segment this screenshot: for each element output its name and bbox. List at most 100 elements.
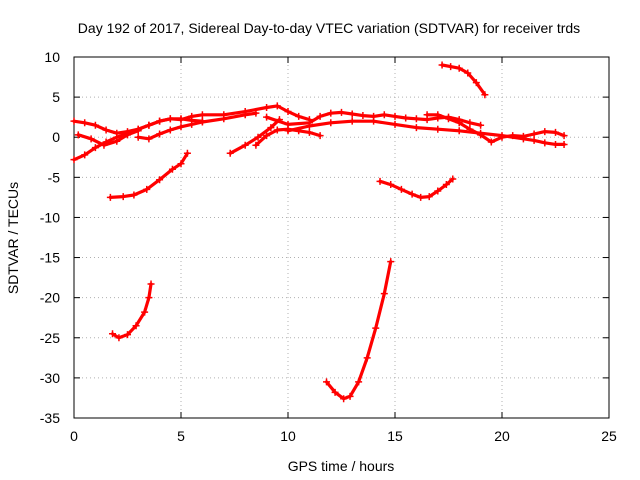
data-point-marker bbox=[487, 138, 495, 146]
data-point-marker bbox=[466, 119, 474, 127]
x-tick-label: 25 bbox=[601, 428, 617, 444]
series-line bbox=[228, 118, 281, 155]
data-point-marker bbox=[183, 149, 191, 157]
data-point-marker bbox=[91, 144, 99, 152]
series-track-5 bbox=[226, 116, 283, 157]
series-line bbox=[136, 111, 258, 141]
data-point-marker bbox=[168, 165, 176, 173]
data-point-marker bbox=[156, 130, 164, 138]
data-point-marker bbox=[340, 395, 348, 403]
data-point-marker bbox=[348, 117, 356, 125]
data-point-marker bbox=[323, 378, 331, 386]
data-point-marker bbox=[552, 140, 559, 148]
data-point-marker bbox=[560, 132, 568, 140]
data-point-marker bbox=[447, 63, 455, 71]
data-point-marker bbox=[348, 110, 356, 118]
data-point-marker bbox=[477, 131, 485, 139]
data-point-marker bbox=[177, 160, 185, 168]
data-point-marker bbox=[124, 331, 131, 339]
data-point-marker bbox=[220, 115, 228, 123]
data-point-marker bbox=[370, 117, 378, 125]
data-point-marker bbox=[166, 126, 174, 134]
data-point-marker bbox=[327, 119, 335, 127]
data-point-marker bbox=[252, 109, 260, 117]
data-point-marker bbox=[263, 104, 271, 112]
data-point-marker bbox=[408, 190, 416, 198]
data-point-marker bbox=[423, 111, 431, 119]
data-point-marker bbox=[541, 139, 549, 147]
data-point-marker bbox=[530, 136, 538, 144]
x-tick-label: 0 bbox=[70, 428, 78, 444]
data-point-marker bbox=[412, 124, 420, 132]
data-point-marker bbox=[119, 193, 127, 201]
data-point-marker bbox=[254, 133, 262, 141]
data-point-marker bbox=[124, 131, 131, 139]
data-point-marker bbox=[241, 141, 249, 149]
data-point-marker bbox=[134, 127, 142, 135]
data-point-marker bbox=[363, 354, 371, 362]
series-line bbox=[440, 63, 487, 97]
data-point-marker bbox=[166, 115, 174, 123]
data-point-marker bbox=[316, 132, 324, 140]
y-axis-label: SDTVAR / TECUs bbox=[5, 182, 21, 294]
series-line bbox=[76, 129, 140, 147]
data-point-marker bbox=[198, 111, 206, 119]
data-point-marker bbox=[106, 193, 114, 201]
y-tick-label: -10 bbox=[40, 209, 60, 225]
data-point-marker bbox=[481, 91, 489, 99]
data-point-marker bbox=[141, 308, 149, 316]
data-point-marker bbox=[91, 121, 99, 129]
data-point-marker bbox=[81, 119, 89, 127]
series-track-12 bbox=[376, 175, 457, 201]
data-point-marker bbox=[477, 121, 485, 129]
data-point-marker bbox=[145, 294, 153, 302]
series-line bbox=[324, 260, 393, 401]
data-point-marker bbox=[445, 115, 452, 123]
data-point-marker bbox=[417, 193, 425, 201]
data-point-marker bbox=[327, 109, 335, 117]
chart-title: Day 192 of 2017, Sidereal Day-to-day VTE… bbox=[78, 20, 580, 36]
y-tick-label: -35 bbox=[40, 410, 60, 426]
data-point-marker bbox=[346, 392, 354, 400]
data-point-marker bbox=[226, 149, 234, 157]
data-point-marker bbox=[102, 126, 110, 134]
y-tick-label: -15 bbox=[40, 250, 60, 266]
y-tick-label: -5 bbox=[48, 169, 61, 185]
series-track-2 bbox=[70, 102, 313, 164]
data-point-marker bbox=[472, 79, 480, 87]
data-point-marker bbox=[455, 119, 463, 127]
data-point-marker bbox=[113, 137, 121, 145]
data-point-marker bbox=[425, 193, 433, 201]
data-point-marker bbox=[387, 258, 395, 266]
data-point-marker bbox=[177, 116, 185, 124]
data-point-marker bbox=[295, 112, 303, 120]
y-tick-label: -25 bbox=[40, 330, 60, 346]
series-line bbox=[108, 151, 189, 199]
data-point-marker bbox=[87, 135, 95, 143]
series-track-8 bbox=[284, 117, 568, 148]
data-point-marker bbox=[188, 120, 196, 128]
data-point-marker bbox=[130, 191, 138, 199]
data-point-marker bbox=[560, 140, 568, 148]
y-tick-label: 5 bbox=[52, 89, 60, 105]
data-point-marker bbox=[198, 118, 206, 126]
data-point-marker bbox=[376, 177, 384, 185]
data-point-marker bbox=[552, 128, 559, 136]
data-point-marker bbox=[316, 112, 324, 120]
series-track-11 bbox=[106, 149, 191, 201]
data-point-marker bbox=[338, 108, 345, 116]
data-point-marker bbox=[380, 290, 388, 298]
data-point-marker bbox=[147, 280, 155, 288]
data-point-marker bbox=[305, 128, 313, 136]
data-point-marker bbox=[397, 185, 405, 193]
data-point-marker bbox=[519, 132, 527, 140]
data-point-marker bbox=[74, 131, 82, 139]
series-track-13 bbox=[109, 280, 155, 342]
series-track-14 bbox=[323, 258, 395, 403]
data-point-marker bbox=[541, 128, 549, 136]
axis-ticks: 0 5 10 15 20 25 10 5 0 -5 -10 -15 -20 -25 -30 -35 bbox=[40, 49, 617, 444]
data-point-marker bbox=[273, 126, 281, 134]
data-point-marker bbox=[284, 108, 292, 116]
data-point-marker bbox=[267, 124, 275, 132]
data-point-marker bbox=[109, 330, 117, 338]
